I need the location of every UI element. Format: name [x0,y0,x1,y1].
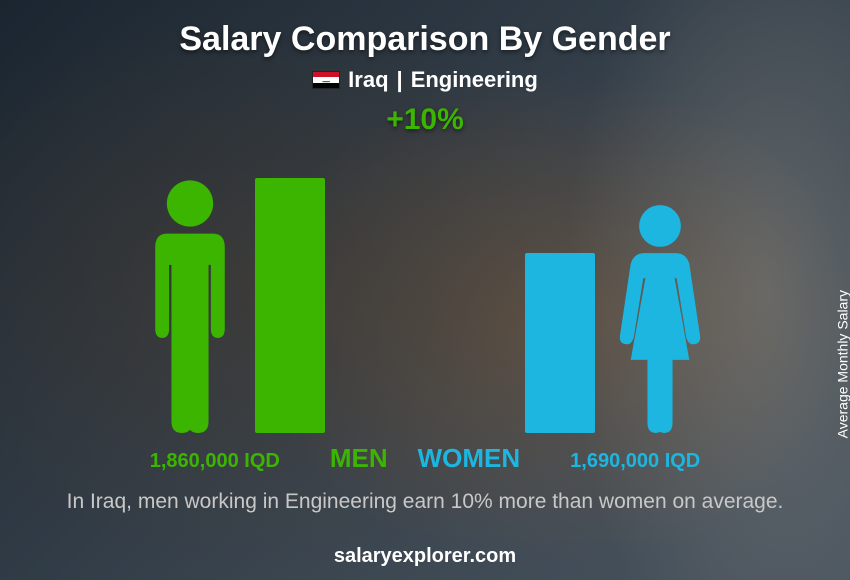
subtitle-row: ـــ Iraq | Engineering [0,67,850,93]
chart-area: +10% [0,103,850,433]
y-axis-label: Average Monthly Salary [834,290,850,438]
men-group [130,178,330,433]
men-salary: 1,860,000 IQD [150,450,280,473]
women-group [520,203,720,433]
men-bar [255,178,325,433]
description-text: In Iraq, men working in Engineering earn… [0,488,850,516]
separator: | [397,67,403,93]
source-text: salaryexplorer.com [334,545,516,568]
women-label: WOMEN [418,443,521,474]
field-label: Engineering [411,67,538,93]
main-title: Salary Comparison By Gender [0,20,850,59]
iraq-flag-icon: ـــ [312,71,340,89]
woman-icon [600,203,720,433]
man-icon [130,178,250,433]
women-bar [525,253,595,433]
women-salary: 1,690,000 IQD [570,450,700,473]
country-label: Iraq [348,67,388,93]
labels-row: 1,860,000 IQD MEN WOMEN 1,690,000 IQD [0,443,850,474]
percentage-difference: +10% [386,103,464,137]
infographic-container: Salary Comparison By Gender ـــ Iraq | E… [0,0,850,580]
men-label: MEN [330,443,388,474]
flag-script: ـــ [318,77,334,82]
